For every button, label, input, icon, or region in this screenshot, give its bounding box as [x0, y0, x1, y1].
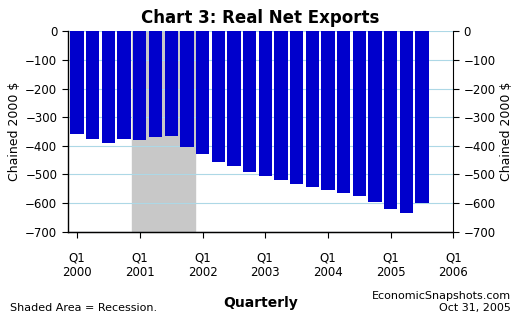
Text: 2002: 2002 [188, 266, 217, 279]
Text: Q1: Q1 [319, 251, 336, 264]
Bar [70, 31, 84, 134]
Bar [290, 31, 303, 184]
Bar [384, 31, 397, 209]
Bar [227, 31, 241, 166]
Text: 2006: 2006 [438, 266, 468, 279]
Text: 2005: 2005 [376, 266, 405, 279]
Bar [133, 31, 146, 140]
Text: Q1: Q1 [69, 251, 85, 264]
Bar [400, 31, 413, 213]
Bar [180, 31, 193, 147]
Bar [337, 31, 350, 193]
Bar [258, 31, 272, 176]
Text: Q1: Q1 [131, 251, 148, 264]
Text: 2001: 2001 [125, 266, 155, 279]
Bar [321, 31, 334, 190]
Text: Q1: Q1 [382, 251, 399, 264]
Bar [149, 31, 162, 137]
Bar [102, 31, 115, 143]
Bar [305, 31, 319, 187]
Bar [353, 31, 366, 196]
Text: 2004: 2004 [313, 266, 343, 279]
Text: Q1: Q1 [445, 251, 462, 264]
Text: EconomicSnapshots.com
Oct 31, 2005: EconomicSnapshots.com Oct 31, 2005 [371, 291, 511, 313]
Bar [243, 31, 256, 172]
Text: 2000: 2000 [63, 266, 92, 279]
Y-axis label: Chained 2000 $: Chained 2000 $ [8, 82, 21, 181]
Bar [415, 31, 429, 203]
Bar [368, 31, 381, 202]
Text: Q1: Q1 [257, 251, 274, 264]
Bar [118, 31, 131, 139]
Bar [212, 31, 225, 162]
Text: 2003: 2003 [251, 266, 280, 279]
Title: Chart 3: Real Net Exports: Chart 3: Real Net Exports [141, 9, 380, 27]
Bar [86, 31, 100, 139]
Y-axis label: Chained 2000 $: Chained 2000 $ [500, 82, 513, 181]
Bar [274, 31, 288, 180]
Bar [165, 31, 178, 136]
Bar [132, 31, 195, 232]
Bar [196, 31, 209, 154]
Text: Q1: Q1 [194, 251, 211, 264]
Text: Shaded Area = Recession.: Shaded Area = Recession. [10, 303, 157, 313]
Text: Quarterly: Quarterly [223, 296, 298, 310]
